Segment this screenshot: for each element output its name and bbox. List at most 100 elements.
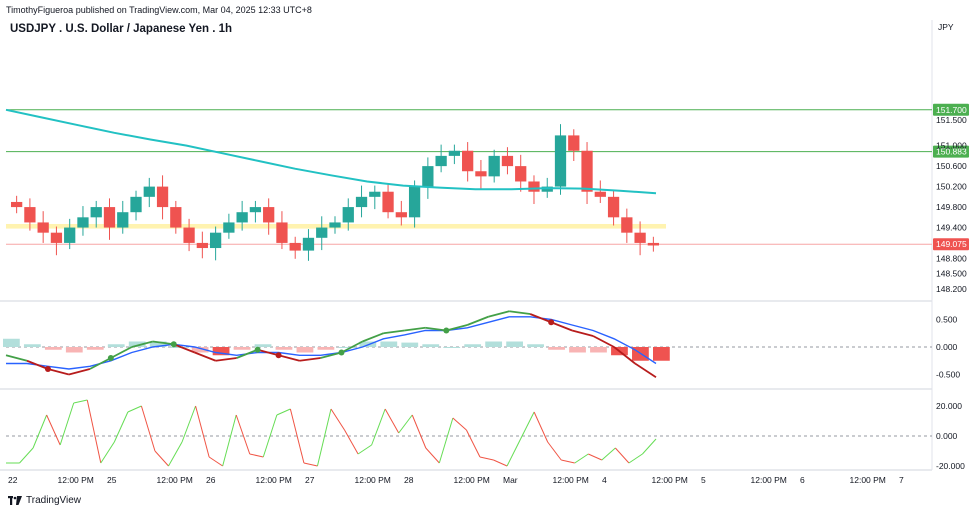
candle-body [302,237,315,251]
macd-histogram-bar [485,341,503,347]
osc-tick-label: -20.000 [936,461,965,471]
price-tick-label: 149.800 [936,202,967,212]
time-tick-label: 12:00 PM [58,475,94,485]
osc-line-segment [344,429,359,455]
macd-histogram-bar [233,347,251,350]
macd-cross-dot [170,341,177,348]
osc-line-segment [276,408,291,416]
osc-line-segment [628,453,643,464]
candle-body [37,222,49,233]
macd-histogram-bar [506,341,523,347]
osc-line-segment [465,429,481,458]
candle-body [50,232,63,243]
level-badge [933,103,969,116]
macd-histogram-bar [3,338,20,347]
candle-body [647,242,659,246]
osc-line-segment [479,456,494,461]
price-tick-label: 151.500 [936,115,967,125]
level-badge [933,145,969,158]
price-tick-label: 150.600 [936,161,967,171]
osc-line-segment [208,456,223,467]
candle-body [249,207,262,213]
osc-line-segment [642,438,657,455]
candle-body [77,217,89,228]
macd-tick-label: 0.000 [936,342,958,352]
time-tick-label: 25 [107,475,117,485]
osc-line-segment [235,414,251,455]
macd-line-segment [173,343,196,354]
candle-body [64,227,76,243]
candle-body [342,207,354,223]
macd-histogram-bar [149,341,167,347]
macd-line-segment [215,357,237,362]
time-tick-label: 26 [206,475,216,485]
osc-line-segment [438,417,454,464]
macd-line-segment [571,329,594,337]
osc-line-segment [357,444,372,455]
osc-line-segment [100,441,115,464]
macd-line-segment [341,340,363,354]
ema-line [5,108,657,195]
candle-body [621,217,633,233]
osc-line-segment [59,402,75,446]
macd-cross-dot [275,352,282,359]
osc-line-segment [615,447,630,464]
macd-line-segment [299,357,321,362]
candle-body [462,150,474,172]
osc-line-segment [588,453,603,461]
macd-cross-dot [338,349,345,356]
macd-histogram-bar [65,347,83,353]
candle-body [355,196,368,208]
osc-line-segment [493,459,508,467]
macd-histogram-bar [443,347,461,348]
candle-body [422,166,434,187]
macd-tick-label: -0.500 [936,370,960,380]
macd-line-segment [278,354,300,362]
macd-line-segment [550,321,573,332]
macd-line-segment [362,332,384,343]
candle-body [634,232,646,243]
last-price-label: 149.075 [936,239,967,249]
candle-body [209,232,222,249]
candle-body [607,196,620,218]
candle-body [223,222,235,233]
time-tick-label: 7 [899,475,904,485]
tradingview-brand[interactable]: TradingView [8,495,81,506]
osc-line-segment [113,411,129,443]
macd-cross-dot [254,346,261,353]
macd-signal-line [6,316,657,370]
candle-body [515,166,527,182]
candle-body [90,207,102,218]
osc-line-segment [371,408,386,446]
osc-line-segment [140,405,156,452]
macd-histogram-bar [212,347,230,356]
osc-line-segment [262,414,278,458]
attribution-text: TimothyFigueroa published on TradingView… [6,5,312,15]
osc-line-segment [533,411,549,443]
macd-histogram-bar [23,344,41,347]
macd-line-segment [152,340,174,346]
candle-body [382,191,394,213]
macd-histogram-bar [548,347,565,350]
macd-line-segment [613,346,636,365]
symbol-title[interactable]: USDJPY . U.S. Dollar / Japanese Yen . 1h [10,23,233,35]
candle-body [24,207,36,223]
macd-line-segment [488,310,510,318]
osc-line-segment [316,408,332,467]
candle-body [117,212,129,228]
macd-histogram-bar [317,347,335,350]
candle-body [395,212,407,218]
candle-body [103,207,116,228]
macd-histogram-bar [338,347,356,348]
osc-tick-label: 0.000 [936,431,958,441]
level-badge-label: 151.700 [936,105,967,115]
macd-line-segment [320,351,342,359]
price-tick-label: 150.200 [936,182,967,192]
macd-cross-dot [548,319,555,326]
price-tick-label: 151.000 [936,141,967,151]
macd-line-segment [236,348,258,359]
candle-body [263,207,275,223]
macd-line-segment [131,340,154,348]
macd-histogram-bar [170,347,188,348]
